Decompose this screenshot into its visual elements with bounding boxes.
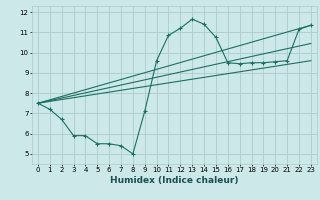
X-axis label: Humidex (Indice chaleur): Humidex (Indice chaleur) [110, 176, 239, 185]
